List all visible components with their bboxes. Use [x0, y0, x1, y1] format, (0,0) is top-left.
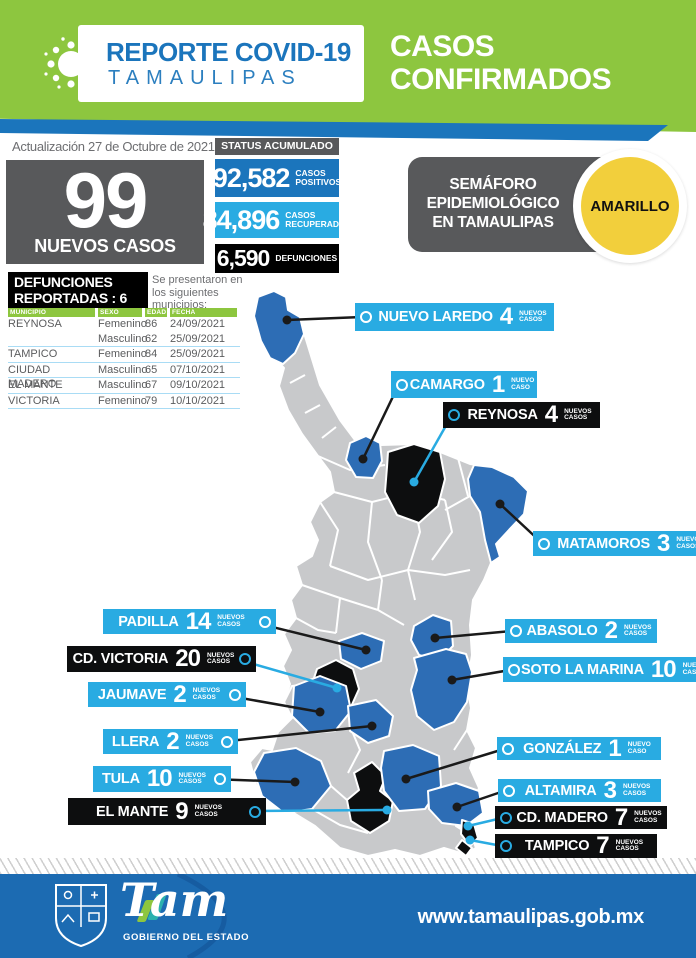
connector-ring-icon — [500, 840, 512, 852]
label-cd-victoria: CD. VICTORIA 20 NUEVOS CASOS — [67, 645, 256, 672]
cumulative-status: STATUS ACUMULADO 92,582 CASOS POSITIVOS 8… — [203, 138, 351, 273]
connector-ring-icon — [503, 784, 515, 797]
map-region-padilla — [338, 632, 385, 670]
report-title: REPORTE COVID-19 — [106, 37, 351, 67]
table-row: Masculino 62 25/09/2021 — [8, 332, 240, 347]
update-date: Actualización 27 de Octubre de 2021 — [12, 139, 215, 154]
deaths-bar: 6,590 DEFUNCIONES — [215, 244, 339, 273]
label-jaumave: JAUMAVE 2 NUEVOS CASOS — [88, 681, 246, 708]
connector-ring-icon — [239, 653, 251, 665]
connector-ring-icon — [214, 773, 226, 785]
connector-ring-icon — [249, 805, 261, 818]
label-camargo: CAMARGO 1 NUEVO CASO — [391, 371, 537, 398]
connector-ring-icon — [360, 311, 372, 323]
deaths-table: MUNICIPIO SEXO EDAD FECHA DEFUNCIÓN REYN… — [8, 308, 240, 409]
positive-cases-value: 92,582 — [212, 162, 291, 193]
connector-ring-icon — [448, 409, 460, 421]
deaths-label: DEFUNCIONES — [275, 253, 338, 263]
epidemiologic-light-title: SEMÁFORO EPIDEMIOLÓGICO EN TAMAULIPAS — [426, 176, 560, 231]
map-region-nuevo-laredo — [253, 290, 305, 365]
label-el-mante: EL MANTE 9 NUEVOS CASOS — [68, 798, 266, 825]
connector-ring-icon — [229, 688, 241, 701]
recovered-cases-bar: 84,896 CASOS RECUPERADOS — [203, 202, 351, 238]
connector-ring-icon — [538, 537, 550, 550]
label-abasolo: ABASOLO 2 NUEVOS CASOS — [505, 617, 657, 644]
footer-curve-decoration — [176, 874, 227, 958]
traffic-light-ring: AMARILLO — [573, 149, 687, 263]
map-region-llera — [347, 699, 394, 744]
connector-ring-icon — [396, 378, 408, 391]
blue-divider-wedge — [0, 119, 668, 141]
label-reynosa: REYNOSA 4 NUEVOS CASOS — [443, 401, 600, 428]
label-altamira: ALTAMIRA 3 NUEVOS CASOS — [498, 777, 661, 804]
connector-ring-icon — [221, 735, 233, 748]
table-row: REYNOSA Femenino 86 24/09/2021 — [8, 318, 226, 330]
tam-logo-subtitle: GOBIERNO DEL ESTADO — [123, 932, 250, 943]
label-gonzalez: GONZÁLEZ 1 NUEVO CASO — [497, 735, 661, 762]
label-llera: LLERA 2 NUEVOS CASOS — [103, 728, 238, 755]
report-logo-box: REPORTE COVID-19 TAMAULIPAS — [78, 25, 364, 102]
label-cd-madero: CD. MADERO 7 NUEVOS CASOS — [495, 804, 667, 831]
confirmed-cases-title: CASOS CONFIRMADOS — [390, 30, 612, 96]
table-row: VICTORIA Femenino 79 10/10/2021 — [8, 394, 240, 409]
new-cases-box: 99 NUEVOS CASOS — [6, 160, 204, 264]
deaths-value: 6,590 — [216, 245, 271, 271]
connector-ring-icon — [510, 625, 522, 637]
label-nuevo-laredo: NUEVO LAREDO 4 NUEVOS CASOS — [355, 303, 554, 331]
label-padilla: PADILLA 14 NUEVOS CASOS — [103, 608, 276, 635]
new-cases-label: NUEVOS CASOS — [34, 236, 176, 256]
leader-dots — [282, 315, 505, 845]
map-region-matamoros — [467, 464, 529, 564]
new-cases-value: 99 — [63, 156, 149, 244]
table-row: TAMPICO Femenino 84 25/09/2021 — [8, 347, 240, 363]
report-subtitle: TAMAULIPAS — [108, 67, 302, 89]
tam-logo: Tam — [120, 873, 229, 927]
reported-deaths-title: DEFUNCIONES REPORTADAS : 6 — [8, 272, 148, 308]
positive-cases-label: CASOS POSITIVOS — [295, 168, 342, 187]
footer-url: www.tamaulipas.gob.mx — [417, 906, 645, 928]
hatch-divider — [0, 858, 696, 874]
connector-ring-icon — [508, 663, 520, 676]
label-tampico: TAMPICO 7 NUEVOS CASOS — [495, 832, 657, 859]
connector-ring-icon — [500, 811, 512, 824]
positive-cases-bar: 92,582 CASOS POSITIVOS — [212, 159, 342, 197]
recovered-cases-label: CASOS RECUPERADOS — [285, 210, 352, 229]
map-region-tampico — [455, 839, 473, 857]
label-tula: TULA 10 NUEVOS CASOS — [93, 765, 231, 792]
connector-ring-icon — [259, 615, 271, 628]
deaths-table-header: MUNICIPIO SEXO EDAD FECHA DEFUNCIÓN — [8, 308, 240, 325]
connector-ring-icon — [502, 742, 514, 755]
footer-bar: Tam GOBIERNO DEL ESTADO www.tamaulipas.g… — [0, 874, 696, 958]
table-row: CIUDAD MADERO Masculino 65 07/10/2021 — [8, 363, 240, 390]
recovered-cases-value: 84,896 — [202, 204, 281, 235]
status-title: STATUS ACUMULADO — [215, 138, 339, 155]
traffic-light-level: AMARILLO — [581, 157, 679, 255]
table-row: EL MANTE Masculino 67 09/10/2021 — [8, 378, 240, 394]
coat-of-arms-icon — [55, 884, 107, 948]
map-region-soto-la-marina — [410, 648, 473, 731]
header-band: REPORTE COVID-19 TAMAULIPAS CASOS CONFIR… — [0, 0, 696, 132]
